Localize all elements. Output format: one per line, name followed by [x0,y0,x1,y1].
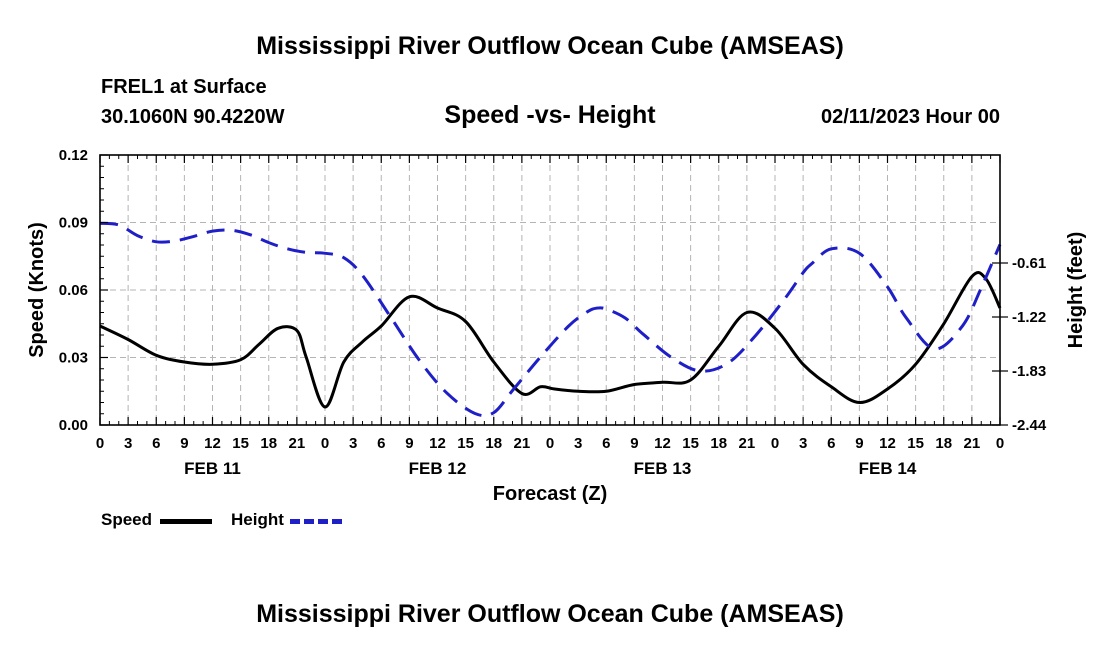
chart-title: Speed -vs- Height [444,101,656,129]
x-tick-label: 0 [321,435,329,452]
series-lines [99,221,1002,418]
legend-speed-swatch [160,519,212,524]
x-tick-label: 6 [152,435,160,452]
x-tick-label: 12 [204,435,221,452]
x-tick-label: 9 [180,435,188,452]
day-label: FEB 14 [859,459,917,478]
series-line-height [99,221,1002,418]
y-left-tick-label: 0.06 [59,282,88,299]
y-right-tick-label: -0.61 [1012,255,1046,272]
x-tick-label: 0 [546,435,554,452]
x-tick-label: 18 [935,435,952,452]
axis-ticks [99,154,1008,426]
x-tick-label: 18 [710,435,727,452]
y-axis-right-title: Height (feet) [1065,232,1087,349]
x-tick-label: 21 [289,435,306,452]
x-tick-label: 15 [907,435,924,452]
series-line-speed [99,271,1002,409]
forecast-date: 02/11/2023 Hour 00 [820,106,1000,128]
axis-labels: 0 3 6 9 12 15 18 21 0 3 6 9 12 15 18 21 0 3 6 9 12 15 18 21 0 3 6 9… [59,147,1047,478]
y-left-tick-label: 0.09 [59,215,88,232]
footer-title: Mississippi River Outflow Ocean Cube (AM… [256,600,844,628]
x-tick-label: 12 [879,435,896,452]
x-tick-label: 9 [405,435,413,452]
x-axis-title: Forecast (Z) [493,483,607,505]
y-right-tick-label: -1.83 [1012,363,1046,380]
x-tick-label: 12 [429,435,446,452]
x-tick-label: 6 [377,435,385,452]
x-tick-label: 3 [349,435,357,452]
day-label: FEB 11 [184,459,241,478]
x-tick-label: 12 [654,435,671,452]
legend-speed-label: Speed [101,510,153,529]
y-left-tick-label: 0.12 [59,147,88,164]
y-left-tick-label: 0.00 [59,417,88,434]
y-left-tick-label: 0.03 [59,350,88,367]
x-tick-label: 21 [964,435,981,452]
day-label: FEB 13 [634,459,692,478]
x-tick-label: 0 [96,435,104,452]
station-name: FREL1 at Surface [101,76,267,98]
x-tick-label: 6 [602,435,610,452]
station-coordinates: 30.1060N 90.4220W [101,106,285,128]
x-tick-label: 9 [630,435,638,452]
y-right-tick-label: -2.44 [1012,417,1047,434]
main-title: Mississippi River Outflow Ocean Cube (AM… [256,32,844,60]
x-tick-label: 9 [855,435,863,452]
x-tick-label: 3 [124,435,132,452]
x-tick-label: 18 [260,435,277,452]
x-tick-label: 21 [739,435,756,452]
legend-height-swatch [290,519,342,524]
x-tick-label: 15 [232,435,249,452]
x-tick-label: 15 [457,435,474,452]
x-tick-label: 15 [682,435,699,452]
x-tick-label: 21 [514,435,531,452]
x-tick-label: 3 [799,435,807,452]
x-tick-label: 6 [827,435,835,452]
y-right-tick-label: -1.22 [1012,309,1046,326]
x-tick-label: 0 [771,435,779,452]
x-tick-label: 3 [574,435,582,452]
x-tick-label: 0 [996,435,1004,452]
x-tick-label: 18 [485,435,502,452]
grid-lines [100,155,1000,425]
y-axis-left-title: Speed (Knots) [26,222,48,358]
day-label: FEB 12 [409,459,467,478]
legend-height-label: Height [231,510,284,529]
